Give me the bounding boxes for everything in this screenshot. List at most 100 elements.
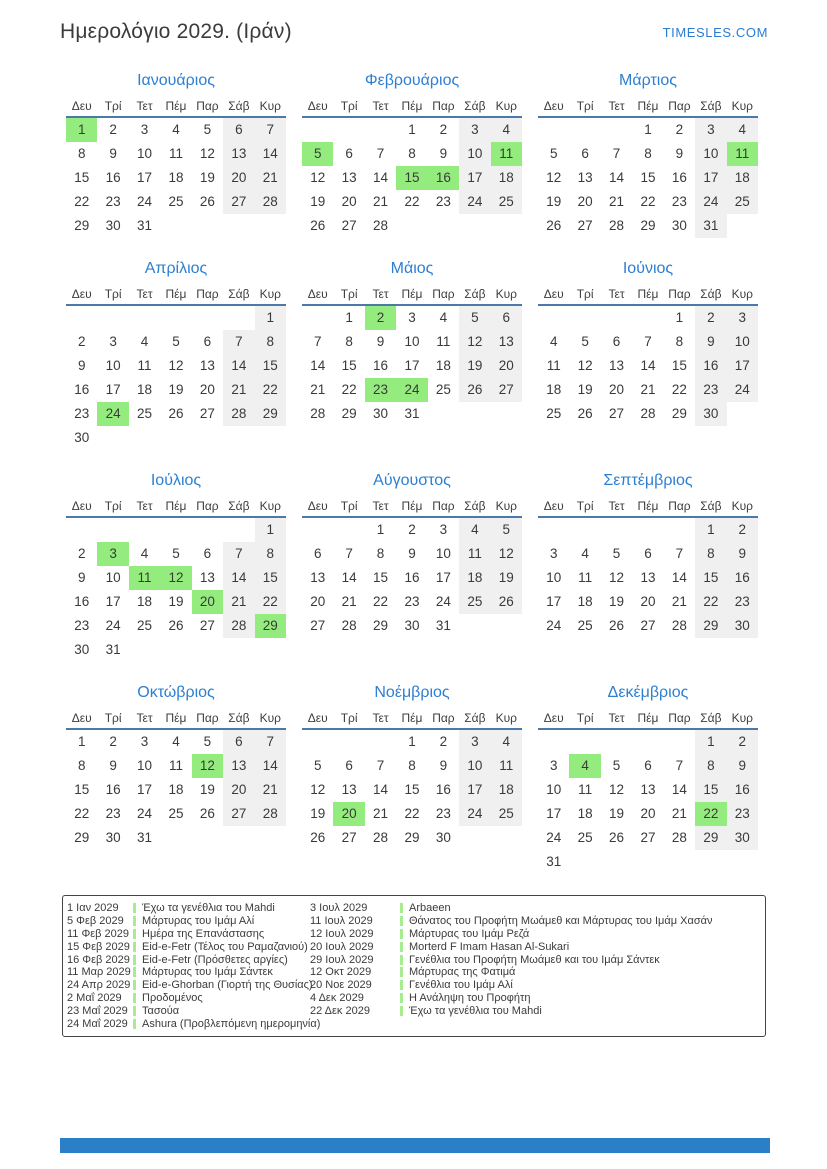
weekday-header-row: Δευ Τρί Τετ Πέμ Παρ Σάβ Κυρ — [66, 96, 286, 118]
month-title: Φεβρουάριος — [364, 72, 460, 89]
day-cell: 6 — [313, 546, 322, 561]
weekday-label: Πέμ — [637, 711, 659, 725]
day-cell: 1 — [254, 306, 286, 330]
day-cell: 25 — [168, 806, 184, 821]
day-cell: 1 — [695, 518, 727, 542]
day-cell: 5 — [490, 518, 522, 542]
day-cell: 2 — [726, 730, 758, 754]
day-cell: 27 — [577, 218, 593, 233]
day-cell: 22 — [404, 806, 420, 821]
day-cell: 15 — [254, 566, 286, 590]
day-cell: 23 — [74, 618, 90, 633]
weekday-label: Δευ — [71, 711, 92, 725]
day-cell-empty — [601, 730, 632, 754]
holiday-tick-icon — [400, 1005, 403, 1016]
day-cell: 8 — [675, 334, 684, 349]
day-cell: 22 — [341, 382, 357, 397]
day-cell: 17 — [105, 594, 121, 609]
day-cell: 21 — [373, 194, 389, 209]
legend-label: Η Ανάληψη του Προφήτη — [409, 991, 531, 1004]
legend-label: Γενέθλια του Προφήτη Μωάμεθ και του Ιμάμ… — [409, 953, 660, 966]
day-cell: 2 — [695, 306, 727, 330]
day-cell: 13 — [640, 782, 656, 797]
legend-label: Morterd F Imam Hasan Al-Sukari — [409, 940, 570, 953]
site-link[interactable]: TIMESLES.COM — [662, 25, 768, 40]
holiday-tick-icon — [133, 916, 136, 927]
legend-label: Τασούα — [142, 1004, 180, 1017]
day-cell: 19 — [577, 382, 593, 397]
weekday-label: Κυρ — [495, 499, 517, 513]
day-cell: 27 — [223, 802, 255, 826]
day-cell: 19 — [199, 170, 215, 185]
weekday-label: Σάβ — [228, 499, 250, 513]
day-cell: 19 — [490, 566, 522, 590]
day-cell: 5 — [612, 546, 621, 561]
day-cell-empty — [538, 306, 569, 330]
weekday-label: Τρί — [576, 711, 594, 725]
day-cell: 22 — [695, 590, 727, 614]
weekday-label: Πέμ — [165, 99, 187, 113]
weekday-label: Τρί — [340, 99, 358, 113]
legend-row: 12 Οκτ 2029 Μάρτυρας της Φατιμά — [310, 966, 761, 979]
day-cell: 12 — [490, 542, 522, 566]
day-cell-empty — [255, 638, 286, 662]
day-cell: 10 — [546, 782, 562, 797]
legend-row: 11 Ιουλ 2029 Θάνατος του Προφήτη Μωάμεθ κ… — [310, 915, 761, 928]
weekday-label: Τρί — [104, 711, 122, 725]
day-cell: 24 — [546, 830, 562, 845]
weekday-label: Κυρ — [495, 287, 517, 301]
weekday-label: Τετ — [372, 99, 389, 113]
day-cell: 5 — [172, 334, 180, 349]
legend-row: 23 Μαΐ 2029 Τασούα — [67, 1004, 310, 1017]
day-cell-empty — [223, 214, 254, 238]
day-cell: 2 — [439, 122, 448, 137]
day-cell-empty — [223, 306, 254, 330]
holiday-tick-icon — [133, 1018, 136, 1029]
day-cell: 31 — [137, 218, 153, 233]
day-cell: 14 — [254, 142, 286, 166]
weekday-label: Δευ — [543, 287, 564, 301]
legend-label: Έχω τα γενέθλια του Mahdi — [142, 902, 275, 915]
day-cell: 7 — [376, 146, 385, 161]
holiday-tick-icon — [400, 928, 403, 939]
day-cell: 16 — [671, 170, 687, 185]
day-cell: 28 — [223, 402, 255, 426]
weekday-label: Δευ — [307, 499, 328, 513]
legend-row: 11 Μαρ 2029 Μάρτυρας του Ιμάμ Σάντεκ — [67, 966, 310, 979]
weekday-label: Τρί — [340, 499, 358, 513]
day-cell: 19 — [310, 194, 326, 209]
weekday-label: Πέμ — [165, 711, 187, 725]
day-cell: 14 — [310, 358, 326, 373]
weekday-header-row: Δευ Τρί Τετ Πέμ Παρ Σάβ Κυρ — [302, 284, 522, 306]
day-cell: 9 — [695, 330, 727, 354]
day-cell: 7 — [612, 146, 621, 161]
day-cell-empty — [192, 426, 223, 450]
day-cell: 2 — [726, 518, 758, 542]
day-cell: 3 — [109, 334, 117, 349]
day-cell-empty — [365, 730, 396, 754]
day-cell: 10 — [435, 546, 451, 561]
day-cell: 8 — [644, 146, 652, 161]
day-cell: 24 — [726, 378, 758, 402]
day-cell: 27 — [223, 190, 255, 214]
day-cell: 20 — [609, 382, 625, 397]
weekday-label: Σάβ — [464, 99, 486, 113]
day-cell: 8 — [408, 758, 416, 773]
day-cell: 29 — [74, 830, 90, 845]
weekday-label: Παρ — [668, 287, 691, 301]
legend-label: Eid-e-Ghorban (Γιορτή της Θυσίας) — [142, 979, 313, 992]
day-cell: 31 — [137, 830, 153, 845]
month-8: Αύγουστος Δευ Τρί Τετ Πέμ Παρ Σάβ Κυρ 1 2 3 4 5 6 7 8 9 1… — [302, 470, 522, 638]
day-cell: 31 — [435, 618, 451, 633]
day-cell: 13 — [490, 330, 522, 354]
day-cell-empty — [491, 214, 522, 238]
day-cell-empty — [97, 306, 128, 330]
month-days: 1 2 3 4 5 6 7 8 9 10 11 12 13 14 15 16 17 18 19 20 21 22 23 24 2… — [302, 306, 522, 426]
day-cell: 29 — [695, 826, 727, 850]
day-cell: 18 — [459, 566, 491, 590]
weekday-label: Παρ — [432, 287, 455, 301]
day-cell: 29 — [373, 618, 389, 633]
weekday-header-row: Δευ Τρί Τετ Πέμ Παρ Σάβ Κυρ — [538, 284, 758, 306]
day-cell: 12 — [191, 754, 224, 778]
legend-date: 29 Ιουλ 2029 — [310, 953, 374, 966]
